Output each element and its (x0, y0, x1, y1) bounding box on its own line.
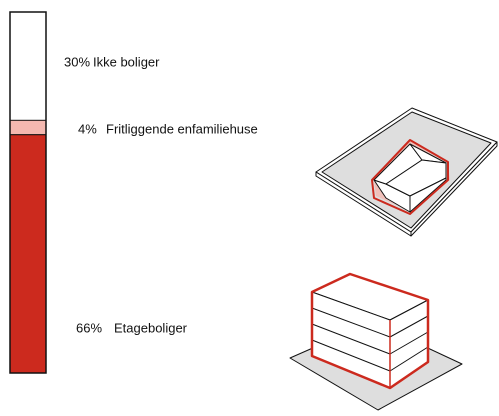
bar-outline (9, 11, 47, 374)
bar-segment (10, 12, 46, 121)
house-illustration (315, 107, 498, 237)
category-label: Etageboliger (114, 320, 188, 335)
category-label: Fritliggende enfamiliehuse (106, 121, 258, 136)
bar-segment (9, 119, 47, 136)
value-label: 4% (78, 121, 97, 136)
category-label: Ikke boliger (93, 54, 160, 69)
bar-segment (9, 134, 47, 374)
value-label: 30% (64, 54, 90, 69)
value-label: 66% (76, 320, 102, 335)
apartment-illustration (289, 272, 463, 411)
